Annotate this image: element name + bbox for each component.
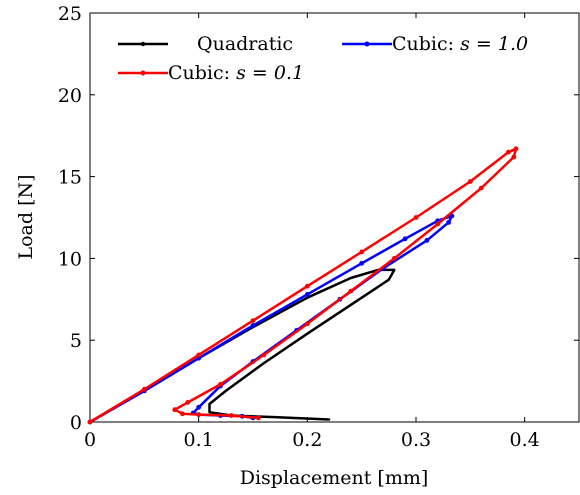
series-point [348,288,354,294]
x-tick-label: 0.1 [184,429,214,451]
legend-marker-cubic-s01 [140,70,146,76]
series-point [359,260,365,266]
legend-label-quadratic: Quadratic [197,33,293,55]
series-point [304,321,310,327]
series-point [435,221,441,227]
series-point [359,249,365,255]
y-tick-label: 25 [58,3,82,25]
legend-label-cubic-s01: Cubic: s = 0.1 [168,62,304,84]
series-point [478,185,484,191]
series-layer [87,146,519,425]
series-point [141,386,147,392]
series-point [402,236,408,242]
plot-frame [89,12,580,423]
legend-marker-quadratic [140,41,146,47]
series-point [196,404,202,410]
series-point [180,411,185,417]
series-point [87,419,93,425]
series-point [304,292,310,297]
y-tick-label: 20 [58,85,82,107]
series-point [261,352,267,358]
series-point [172,407,178,413]
y-tick-label: 10 [58,248,82,270]
series-point [304,283,310,289]
x-tick-label: 0 [84,429,96,451]
legend-label-cubic-s01-prefix: Cubic: [168,62,236,84]
series-line [88,147,518,424]
series-point [413,215,419,220]
series-point [446,220,451,225]
series-point [196,412,202,417]
y-axis-label: Load [N] [15,174,37,259]
y-tick-label: 0 [70,412,82,434]
series-point [196,352,202,358]
series-point [250,318,256,323]
series-point [391,256,397,261]
y-tick-label: 15 [58,167,82,189]
x-tick-label: 0.4 [510,429,540,451]
series-point [467,179,473,184]
legend-marker-cubic-s1 [364,41,370,47]
legend-label-cubic-s01-math: s = 0.1 [236,62,304,84]
series-point [218,382,223,387]
legend: Quadratic Cubic: s = 1.0 Cubic: s = 0.1 [118,33,528,84]
x-axis-label: Displacement [mm] [240,467,429,489]
legend-label-cubic-s1: Cubic: s = 1.0 [392,33,528,55]
series-point [228,413,234,418]
legend-label-cubic-s1-math: s = 1.0 [460,33,528,55]
legend-label-cubic-s1-prefix: Cubic: [392,33,460,55]
series-point [513,146,519,152]
y-tick-label: 5 [70,330,82,352]
x-tick-label: 0.3 [401,429,431,451]
series-1 [87,213,455,425]
ticks: 0 0.1 0.2 0.3 0.4 0 5 10 15 20 25 [58,3,579,451]
series-2 [87,146,519,425]
series-point [506,149,511,155]
series-point [256,415,261,421]
x-tick-label: 0.2 [292,429,322,451]
series-point [250,323,256,328]
series-point [511,154,517,160]
series-point [424,238,430,243]
series-point [185,400,191,405]
